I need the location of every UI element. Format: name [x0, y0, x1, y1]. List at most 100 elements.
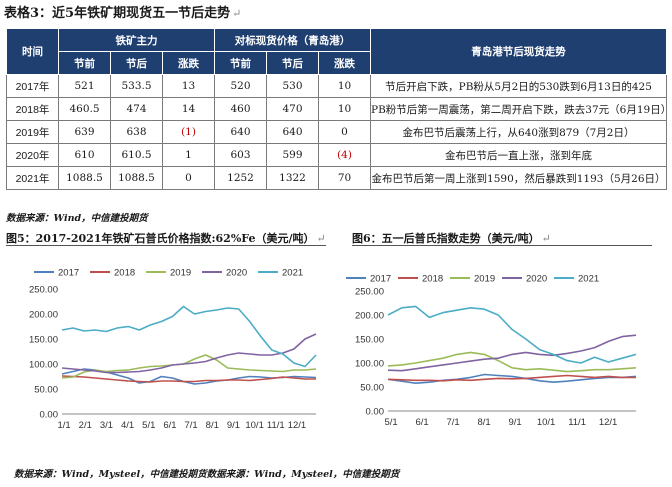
- series-line-2019: [61, 354, 317, 379]
- legend-label-2021: 2021: [578, 274, 599, 285]
- x-tick-label: 5/1: [384, 417, 397, 428]
- cell-spot-before: 603: [214, 143, 268, 167]
- comparison-table: 时间 铁矿主力 对标现货价格（青岛港） 青岛港节后现货走势 节前 节后 涨跌 节…: [6, 28, 668, 190]
- cell-futures-before: 610: [58, 143, 111, 167]
- legend-label-2020: 2020: [526, 274, 547, 285]
- series-line-2021: [61, 305, 317, 368]
- x-tick-label: 3/1: [100, 420, 113, 431]
- legend-label-2017: 2017: [370, 274, 391, 285]
- cell-futures-change: 14: [161, 97, 216, 121]
- figure6-title: 图6：五一后普氏指数走势（美元/吨） ↵: [352, 232, 551, 245]
- cell-spot-after: 530: [266, 74, 320, 98]
- cell-spot-change: (4): [318, 143, 372, 167]
- table-caption: 表格3：近5年铁矿期现货五一节后走势 ↵: [4, 6, 242, 21]
- legend-label-2020: 2020: [226, 268, 247, 279]
- chart-figure5: 2017 2018 2019 2020 2021 0.00 50.00 100.00 150.0…: [29, 268, 317, 431]
- y-tick-label: 50.00: [360, 383, 384, 394]
- y-tick-label: 50.00: [34, 385, 58, 396]
- cell-description: 金布巴节后第一周上涨到1590，然后暴跌到1193（5月26日）: [370, 166, 668, 190]
- x-tick-label: 7/1: [446, 417, 459, 428]
- y-tick-label: 0.00: [40, 410, 59, 421]
- x-tick-label: 11/1: [267, 420, 285, 431]
- y-tick-label: 100.00: [355, 359, 384, 370]
- cell-spot-before: 460: [214, 97, 268, 121]
- y-tick-label: 0.00: [366, 407, 385, 418]
- cell-futures-before: 460.5: [58, 97, 111, 121]
- legend-label-2018: 2018: [422, 274, 443, 285]
- cell-futures-change: 13: [161, 74, 216, 98]
- cell-futures-before: 639: [58, 120, 111, 144]
- x-tick-label: 10/1: [537, 417, 556, 428]
- x-tick-label: 1/1: [58, 420, 71, 431]
- series-line-2021: [387, 305, 637, 364]
- cell-description: PB粉节后第一周震荡，第二周开启下跌，跌去37元（6月19日）: [370, 97, 668, 121]
- x-tick-label: 7/1: [185, 420, 198, 431]
- table-source-note: 数据来源：Wind，中信建投期货: [6, 213, 148, 224]
- cell-futures-after: 533.5: [110, 74, 163, 98]
- cell-year: 2021年: [6, 166, 59, 190]
- series-line-2020: [61, 333, 317, 374]
- figures-source-note: 数据来源：Wind，Mysteel，中信建投期货数据来源：Wind，Mystee…: [14, 469, 400, 480]
- cell-futures-before: 1088.5: [58, 166, 111, 190]
- table-row: 2018年 460.5 474 14 460 470 10 PB粉节后第一周震荡…: [6, 97, 668, 121]
- cell-futures-before: 521: [58, 74, 111, 98]
- x-tick-label: 6/1: [163, 420, 176, 431]
- series-line-2020: [387, 334, 637, 372]
- header-futures-group: 铁矿主力: [57, 28, 216, 52]
- y-tick-label: 200.00: [355, 311, 384, 322]
- cell-futures-change: 1: [161, 143, 216, 167]
- cell-spot-change: 10: [318, 97, 372, 121]
- legend-label-2021: 2021: [282, 268, 303, 279]
- header-futures-change: 涨跌: [161, 51, 216, 75]
- table-row: 2017年 521 533.5 13 520 530 10 节后开启下跌，PB粉…: [6, 74, 668, 98]
- y-tick-label: 250.00: [29, 285, 58, 296]
- figure5-title: 图5：2017-2021年铁矿石普氏价格指数:62%Fe（美元/吨） ↵: [6, 232, 326, 245]
- table-row: 2020年 610 610.5 1 603 599 (4) 金布巴节后一直上涨，…: [6, 143, 668, 167]
- cell-description: 金布巴节后一直上涨，涨到年底: [370, 143, 668, 167]
- cell-spot-before: 520: [214, 74, 268, 98]
- x-tick-label: 9/1: [227, 420, 240, 431]
- cell-futures-after: 474: [110, 97, 163, 121]
- cell-year: 2018年: [6, 97, 59, 121]
- cell-spot-change: 10: [318, 74, 372, 98]
- cell-futures-after: 1088.5: [110, 166, 163, 190]
- cell-futures-after: 610.5: [110, 143, 163, 167]
- x-tick-label: 8/1: [477, 417, 490, 428]
- series-line-2019: [387, 351, 637, 373]
- cell-spot-change: 0: [318, 120, 372, 144]
- x-tick-label: 6/1: [415, 417, 428, 428]
- cell-spot-before: 640: [214, 120, 268, 144]
- header-spot-change: 涨跌: [318, 51, 372, 75]
- table-row: 2019年 639 638 (1) 640 640 0 金布巴节后震荡上行，从6…: [6, 120, 668, 144]
- cell-spot-before: 1252: [214, 166, 268, 190]
- x-tick-label: 4/1: [121, 420, 134, 431]
- legend-label-2019: 2019: [170, 268, 191, 279]
- cell-description: 金布巴节后震荡上行，从640涨到879（7月2日）: [370, 120, 668, 144]
- figure6-rule: [352, 245, 652, 246]
- cell-spot-change: 70: [318, 166, 372, 190]
- header-time: 时间: [6, 28, 59, 75]
- x-tick-label: 10/1: [245, 420, 264, 431]
- x-tick-label: 11/1: [568, 417, 586, 428]
- header-spot-before: 节前: [214, 51, 268, 75]
- series-line-2017: [387, 373, 637, 384]
- legend-label-2018: 2018: [114, 268, 135, 279]
- series-line-2018: [61, 375, 316, 383]
- cell-year: 2020年: [6, 143, 59, 167]
- header-spot-after: 节后: [266, 51, 320, 75]
- x-tick-label: 9/1: [508, 417, 521, 428]
- y-tick-label: 150.00: [29, 335, 58, 346]
- y-tick-label: 200.00: [29, 310, 58, 321]
- y-tick-label: 100.00: [29, 360, 58, 371]
- legend-label-2017: 2017: [58, 268, 79, 279]
- x-tick-label: 5/1: [142, 420, 155, 431]
- cell-year: 2017年: [6, 74, 59, 98]
- cell-futures-change: 0: [161, 166, 216, 190]
- legend-label-2019: 2019: [474, 274, 495, 285]
- cell-spot-after: 599: [266, 143, 320, 167]
- cell-spot-after: 640: [266, 120, 320, 144]
- cell-year: 2019年: [6, 120, 59, 144]
- header-description: 青岛港节后现货走势: [370, 28, 668, 75]
- y-tick-label: 150.00: [355, 335, 384, 346]
- x-tick-label: 8/1: [206, 420, 219, 431]
